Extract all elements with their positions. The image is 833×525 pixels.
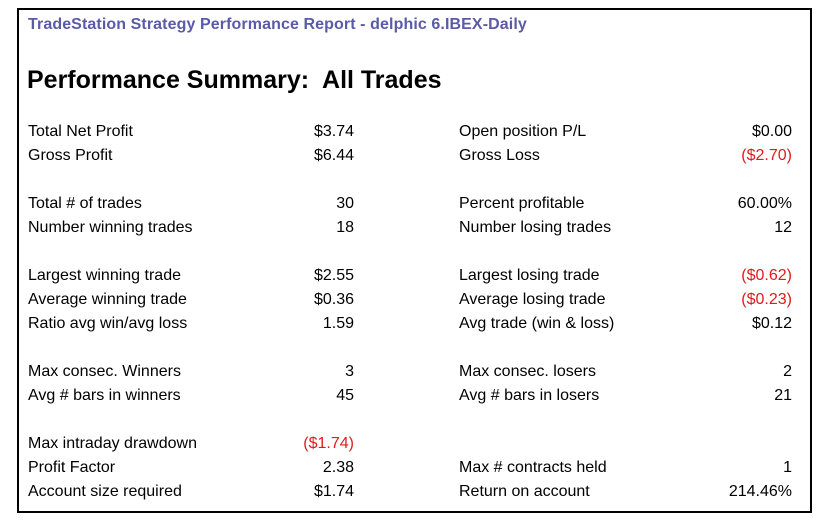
ratio-avg-win-loss-label: Ratio avg win/avg loss xyxy=(28,315,188,332)
number-losing-trades-value: 12 xyxy=(774,219,792,236)
gross-loss-value: ($2.70) xyxy=(741,147,792,164)
average-winning-trade-value: $0.36 xyxy=(313,291,354,308)
total-trades-value: 30 xyxy=(336,195,354,212)
avg-bars-losers-label: Avg # bars in losers xyxy=(459,387,600,404)
total-trades-label: Total # of trades xyxy=(28,195,142,212)
percent-profitable-value: 60.00% xyxy=(737,195,792,212)
percent-profitable-label: Percent profitable xyxy=(459,195,585,212)
max-intraday-drawdown-value: ($1.74) xyxy=(303,435,354,452)
max-consec-losers-label: Max consec. losers xyxy=(459,363,596,380)
return-on-account-value: 214.46% xyxy=(728,483,792,500)
gross-profit-label: Gross Profit xyxy=(28,147,113,164)
profit-factor-value: 2.38 xyxy=(322,459,354,476)
ratio-avg-win-loss-value: 1.59 xyxy=(322,315,354,332)
avg-trade-label: Avg trade (win & loss) xyxy=(459,315,615,332)
largest-losing-trade-value: ($0.62) xyxy=(741,267,792,284)
account-size-required-value: $1.74 xyxy=(313,483,354,500)
max-contracts-held-label: Max # contracts held xyxy=(459,459,607,476)
number-winning-trades-value: 18 xyxy=(336,219,354,236)
number-winning-trades-label: Number winning trades xyxy=(28,219,193,236)
profit-factor-label: Profit Factor xyxy=(28,459,116,476)
return-on-account-label: Return on account xyxy=(459,483,590,500)
gross-profit-value: $6.44 xyxy=(313,147,354,164)
open-position-pl-value: $0.00 xyxy=(751,123,792,140)
open-position-pl-label: Open position P/L xyxy=(459,123,587,140)
avg-bars-winners-label: Avg # bars in winners xyxy=(28,387,181,404)
avg-bars-winners-value: 45 xyxy=(336,387,354,404)
number-losing-trades-label: Number losing trades xyxy=(459,219,612,236)
largest-winning-trade-value: $2.55 xyxy=(313,267,354,284)
max-consec-winners-label: Max consec. Winners xyxy=(28,363,181,380)
average-winning-trade-label: Average winning trade xyxy=(28,291,187,308)
total-net-profit-value: $3.74 xyxy=(313,123,354,140)
total-net-profit-label: Total Net Profit xyxy=(28,123,133,140)
report-frame: TradeStation Strategy Performance Report… xyxy=(17,8,812,513)
avg-bars-losers-value: 21 xyxy=(774,387,792,404)
gross-loss-label: Gross Loss xyxy=(459,147,540,164)
max-contracts-held-value: 1 xyxy=(783,459,792,476)
summary-title: Performance Summary: All Trades xyxy=(27,66,442,94)
largest-winning-trade-label: Largest winning trade xyxy=(28,267,181,284)
largest-losing-trade-label: Largest losing trade xyxy=(459,267,600,284)
report-title: TradeStation Strategy Performance Report… xyxy=(28,16,527,33)
avg-trade-value: $0.12 xyxy=(751,315,792,332)
max-consec-losers-value: 2 xyxy=(783,363,792,380)
max-consec-winners-value: 3 xyxy=(345,363,354,380)
account-size-required-label: Account size required xyxy=(28,483,182,500)
max-intraday-drawdown-label: Max intraday drawdown xyxy=(28,435,197,452)
average-losing-trade-label: Average losing trade xyxy=(459,291,606,308)
average-losing-trade-value: ($0.23) xyxy=(741,291,792,308)
